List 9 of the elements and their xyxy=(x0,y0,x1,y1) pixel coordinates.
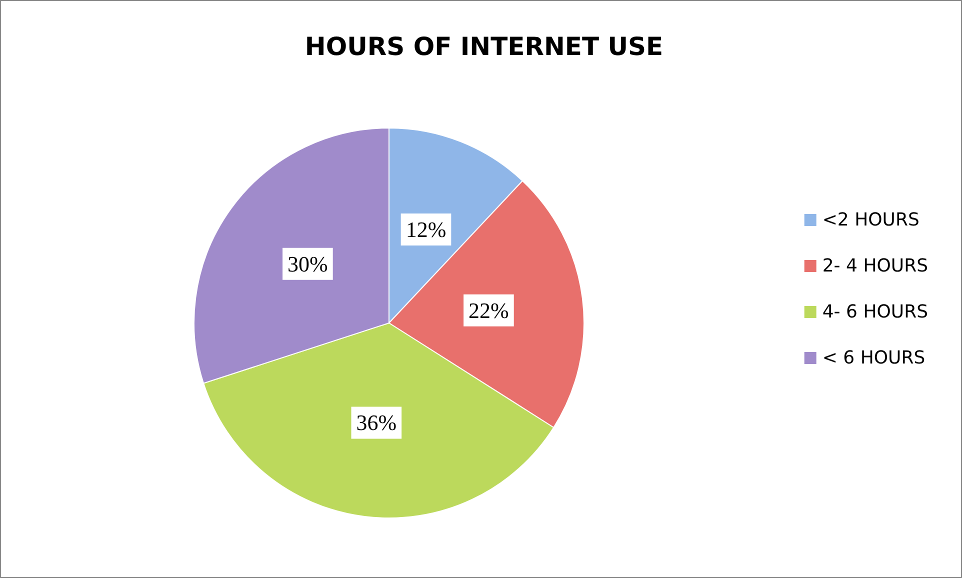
legend-label: 2- 4 HOURS xyxy=(822,256,928,276)
data-label: 12% xyxy=(406,217,446,242)
legend-label: 4- 6 HOURS xyxy=(822,302,928,322)
data-label: 22% xyxy=(468,298,509,323)
data-label: 30% xyxy=(288,251,328,276)
data-label: 36% xyxy=(356,410,397,436)
legend-label: < 6 HOURS xyxy=(822,348,926,368)
chart-title: HOURS OF INTERNET USE xyxy=(304,32,664,61)
legend-label: <2 HOURS xyxy=(822,210,920,230)
